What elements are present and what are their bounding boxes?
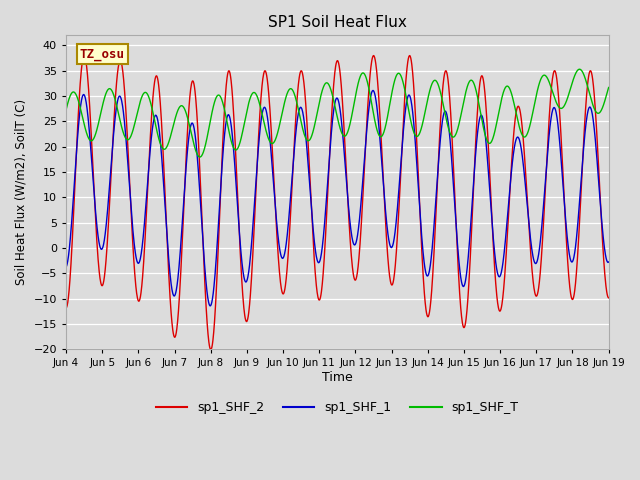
Title: SP1 Soil Heat Flux: SP1 Soil Heat Flux xyxy=(268,15,407,30)
X-axis label: Time: Time xyxy=(322,371,353,384)
Legend: sp1_SHF_2, sp1_SHF_1, sp1_SHF_T: sp1_SHF_2, sp1_SHF_1, sp1_SHF_T xyxy=(151,396,524,420)
Y-axis label: Soil Heat Flux (W/m2), SoilT (C): Soil Heat Flux (W/m2), SoilT (C) xyxy=(15,99,28,286)
Text: TZ_osu: TZ_osu xyxy=(79,48,125,60)
